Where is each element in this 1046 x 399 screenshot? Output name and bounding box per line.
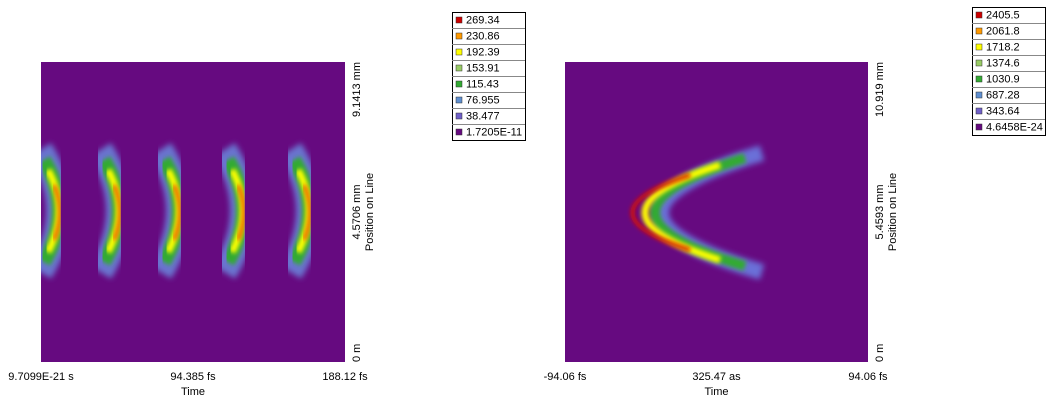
heatmap-right: [565, 62, 868, 362]
x-tick-label: 94.385 fs: [170, 371, 216, 383]
legend-swatch: [975, 43, 983, 51]
legend-label: 2405.5: [986, 9, 1020, 21]
legend-swatch: [975, 75, 983, 83]
y-tick-label: 5.4593 mm: [874, 184, 886, 239]
legend-label: 115.43: [466, 78, 499, 90]
legend-label: 1374.6: [986, 57, 1020, 69]
x-tick-label: -94.06 fs: [544, 371, 587, 383]
y-tick-label: 10.919 mm: [874, 62, 886, 117]
band-peak: [52, 184, 62, 241]
legend-label: 343.64: [986, 105, 1020, 117]
legend-label: 4.6458E-24: [986, 121, 1043, 133]
y-tick-label: 0 m: [874, 344, 886, 362]
x-axis-label: Time: [704, 386, 728, 398]
legend-swatch: [455, 32, 463, 40]
x-tick-label: 94.06 fs: [848, 371, 888, 383]
legend-swatch: [455, 48, 463, 56]
y-axis-label: Position on Line: [887, 173, 899, 251]
legend-label: 2061.8: [986, 25, 1020, 37]
legend-swatch: [455, 16, 463, 24]
legend-label: 76.955: [466, 94, 500, 106]
legend-label: 38.477: [466, 110, 500, 122]
legend-label: 1030.9: [986, 73, 1020, 85]
legend-label: 1718.2: [986, 41, 1020, 53]
legend-swatch: [975, 123, 983, 131]
legend-label: 269.34: [466, 14, 500, 26]
legend-swatch: [975, 107, 983, 115]
legend-swatch: [975, 59, 983, 67]
legend-swatch: [455, 80, 463, 88]
x-tick-label: 9.7099E-21 s: [8, 371, 74, 383]
legend-swatch: [975, 27, 983, 35]
legend-swatch: [455, 112, 463, 120]
y-tick-label: 0 m: [351, 344, 363, 362]
legend-swatch: [455, 64, 463, 72]
legend-label: 687.28: [986, 89, 1020, 101]
legend-label: 192.39: [466, 46, 500, 58]
legend-swatch: [455, 128, 463, 136]
band-peak: [112, 184, 122, 241]
legend-label: 1.7205E-11: [466, 126, 522, 138]
y-axis-label: Position on Line: [364, 173, 376, 251]
heatmap-left: [41, 62, 345, 362]
band-peak: [172, 184, 182, 241]
x-axis-label: Time: [181, 386, 205, 398]
x-tick-label: 188.12 fs: [322, 371, 368, 383]
legend-swatch: [975, 11, 983, 19]
y-tick-label: 4.5706 mm: [351, 184, 363, 239]
band-peak: [302, 184, 312, 241]
band-peak: [236, 184, 246, 241]
legend-label: 153.91: [466, 62, 500, 74]
legend-label: 230.86: [466, 30, 500, 42]
x-tick-label: 325.47 as: [692, 371, 741, 383]
legend-swatch: [975, 91, 983, 99]
y-tick-label: 9.1413 mm: [351, 62, 363, 117]
legend-swatch: [455, 96, 463, 104]
